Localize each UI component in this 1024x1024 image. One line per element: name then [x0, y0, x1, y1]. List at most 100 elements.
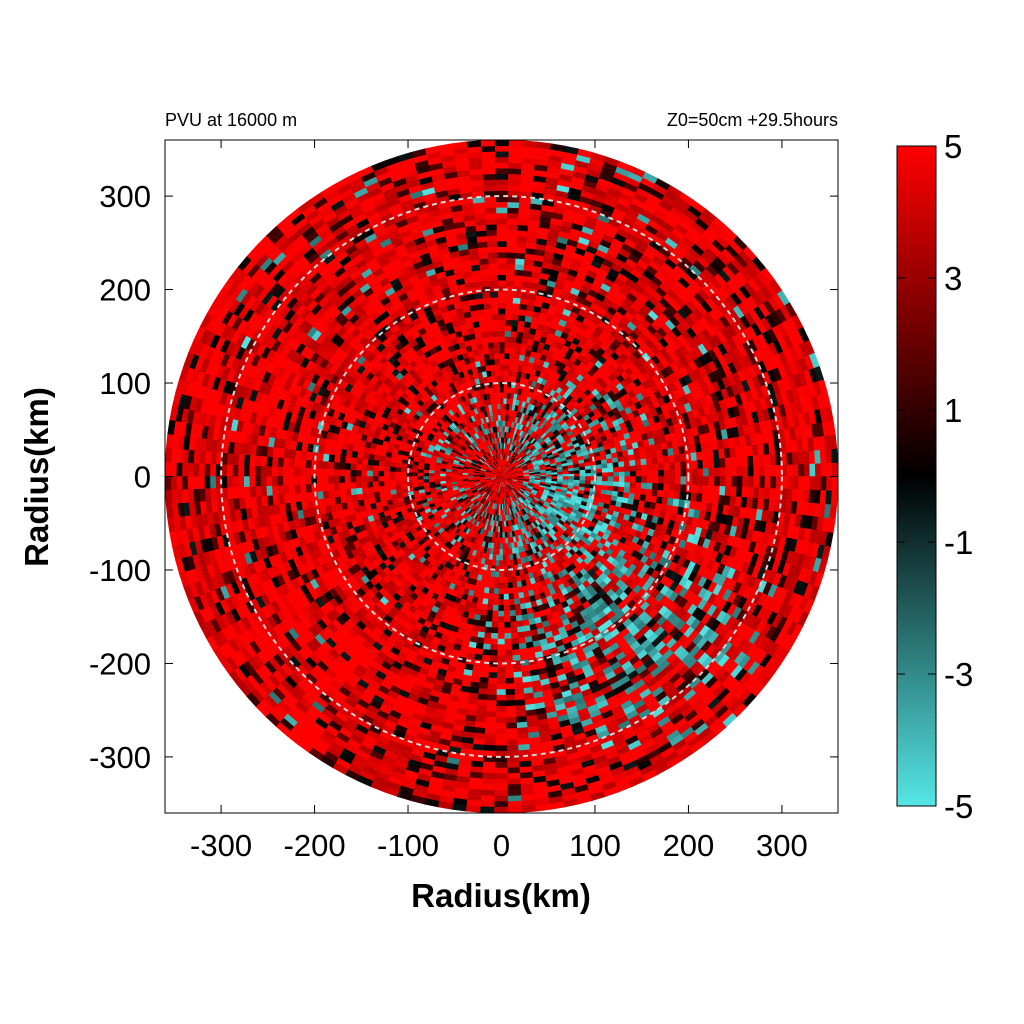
heatmap-cell	[355, 457, 363, 466]
heatmap-cell	[496, 543, 501, 550]
heatmap-cell	[483, 587, 491, 594]
heatmap-cell	[487, 341, 494, 349]
heatmap-cell	[618, 465, 626, 472]
heatmap-cell	[394, 480, 402, 486]
heatmap-cell	[585, 476, 592, 481]
heatmap-cell	[503, 352, 510, 360]
heatmap-cell	[657, 482, 665, 491]
heatmap-cell	[498, 369, 505, 376]
heatmap-cell	[618, 476, 626, 482]
heatmap-cell	[504, 655, 514, 662]
heatmap-cell	[630, 476, 637, 483]
heatmap-cell	[674, 476, 682, 485]
heatmap-cell	[511, 313, 519, 321]
heatmap-cell	[503, 582, 509, 589]
heatmap-cell	[502, 408, 507, 416]
heatmap-cell	[652, 476, 659, 484]
heatmap-cell	[641, 470, 648, 477]
chart-title-right: Z0=50cm +29.5hours	[667, 110, 838, 130]
heatmap-cell	[502, 403, 507, 410]
heatmap-cell	[492, 604, 500, 612]
heatmap-cell	[497, 532, 501, 539]
heatmap-cell	[508, 598, 516, 606]
heatmap-cell	[668, 461, 676, 470]
heatmap-cell	[494, 364, 500, 371]
heatmap-cell	[656, 455, 664, 464]
heatmap-cell	[504, 324, 512, 332]
heatmap-cell	[607, 476, 614, 482]
heatmap-cell	[496, 537, 501, 545]
heatmap-cell	[486, 336, 494, 343]
heatmap-cell	[504, 330, 511, 337]
heatmap-cell	[499, 543, 504, 550]
heatmap-cell	[494, 369, 500, 377]
heatmap-cell	[504, 313, 513, 321]
heatmap-cell	[498, 364, 505, 371]
heatmap-cell	[651, 488, 659, 497]
heatmap-cell	[482, 302, 492, 310]
heatmap-cell	[595, 484, 603, 490]
heatmap-cell	[389, 462, 397, 468]
heatmap-cell	[503, 369, 509, 377]
heatmap-cell	[481, 654, 491, 662]
heatmap-cell	[490, 307, 499, 315]
heatmap-cell	[674, 461, 682, 470]
heatmap-cell	[658, 476, 665, 484]
pv-heatmap	[165, 140, 838, 813]
heatmap-cell	[657, 462, 665, 471]
heatmap-cell	[499, 560, 504, 567]
heatmap-cell	[333, 455, 341, 464]
heatmap-cell	[651, 456, 659, 465]
heatmap-cell	[646, 482, 654, 490]
heatmap-cell	[680, 460, 687, 470]
heatmap-cell	[394, 467, 402, 473]
heatmap-cell	[490, 638, 499, 646]
heatmap-cell	[349, 469, 357, 477]
heatmap-cell	[514, 342, 522, 350]
heatmap-cell	[355, 463, 363, 471]
heatmap-cell	[389, 476, 396, 482]
heatmap-cell	[503, 375, 509, 382]
heatmap-cell	[612, 485, 620, 492]
heatmap-cell	[498, 324, 505, 332]
heatmap-cell	[333, 482, 340, 491]
heatmap-cell	[483, 592, 490, 600]
heatmap-cell	[492, 616, 499, 623]
heatmap-cell	[411, 476, 418, 481]
heatmap-cell	[680, 483, 687, 493]
heatmap-cell	[355, 470, 362, 477]
heatmap-cell	[585, 472, 592, 477]
heatmap-cell	[503, 593, 510, 601]
heatmap-cell	[506, 381, 512, 388]
heatmap-cell	[511, 643, 521, 651]
heatmap-cell	[482, 297, 491, 304]
heatmap-cell	[629, 459, 636, 467]
heatmap-cell	[509, 604, 516, 612]
heatmap-cell	[327, 476, 334, 485]
heatmap-cell	[502, 414, 506, 421]
heatmap-cell	[361, 458, 369, 466]
heatmap-cell	[645, 457, 653, 465]
heatmap-cell	[523, 476, 530, 478]
heatmap-cell	[503, 364, 509, 371]
heatmap-cell	[624, 470, 631, 477]
heatmap-cell	[480, 609, 488, 617]
heatmap-cell	[350, 488, 358, 496]
heatmap-cell	[344, 482, 351, 490]
heatmap-cell	[487, 604, 494, 612]
heatmap-cell	[680, 476, 687, 485]
heatmap-cell	[503, 604, 511, 612]
heatmap-cell	[663, 476, 671, 484]
heatmap-cell	[372, 481, 379, 488]
heatmap-cell	[488, 587, 495, 595]
heatmap-cell	[355, 482, 363, 490]
heatmap-cell	[499, 571, 504, 578]
heatmap-cell	[422, 469, 430, 474]
heatmap-cell	[417, 472, 424, 477]
heatmap-cell	[361, 481, 368, 489]
heatmap-cell	[490, 570, 496, 578]
heatmap-cell	[495, 560, 501, 567]
heatmap-cell	[503, 347, 510, 354]
heatmap-cell	[491, 319, 499, 326]
